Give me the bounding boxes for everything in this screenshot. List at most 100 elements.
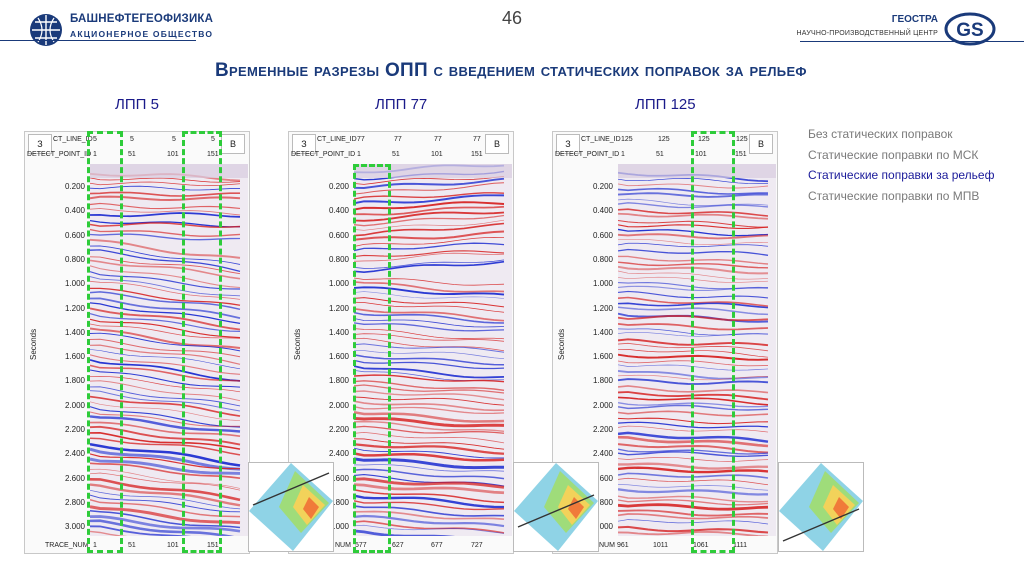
time-tick-label: 2.400 <box>592 449 613 459</box>
seismic-reflector <box>354 396 505 406</box>
seismic-reflector <box>90 415 241 433</box>
time-tick-label: 1.400 <box>64 327 85 337</box>
time-tick-label: 3.000 <box>328 522 349 532</box>
seismic-reflector <box>354 425 505 434</box>
time-tick-label: 0.800 <box>64 254 85 264</box>
detect-value: 151 <box>207 151 219 158</box>
statics-legend: Без статических поправок Статические поп… <box>808 124 994 206</box>
seismic-reflector <box>354 201 505 211</box>
seismic-reflector <box>354 420 505 433</box>
seismic-reflector <box>354 464 505 472</box>
seismic-reflector <box>90 207 241 216</box>
seismic-traces <box>354 164 512 536</box>
time-tick-label: 1.200 <box>592 303 613 313</box>
seismic-reflector <box>90 222 241 228</box>
map-profile-line <box>252 472 330 506</box>
corner-east: В <box>221 134 245 154</box>
time-tick-label: 0.800 <box>592 254 613 264</box>
detect-value: 151 <box>735 151 747 158</box>
axis-title-seconds: Seconds <box>557 328 566 360</box>
seismic-reflector <box>354 524 505 534</box>
seismic-reflector <box>90 280 241 300</box>
seismic-reflector <box>354 211 505 222</box>
trace-value: 151 <box>207 542 219 549</box>
time-tick-label: 0.200 <box>64 182 85 191</box>
time-tick-label: 2.000 <box>328 400 349 410</box>
seismic-reflector <box>90 349 241 370</box>
brand-right-subtitle: НАУЧНО-ПРОИЗВОДСТВЕННЫЙ ЦЕНТР <box>796 30 938 37</box>
time-tick-label: 1.600 <box>328 352 349 362</box>
time-tick-label: 3.000 <box>64 522 85 532</box>
time-tick-label: 2.800 <box>328 497 349 507</box>
detect-value: 51 <box>656 151 664 158</box>
seismic-reflector <box>354 354 505 366</box>
ct-value: 125 <box>621 136 633 143</box>
seismic-reflector <box>354 281 505 293</box>
header-divider-left <box>0 40 196 41</box>
ct-value: 125 <box>698 136 710 143</box>
map-relief-high <box>568 497 584 519</box>
legend-item-msk-statics[interactable]: Статические поправки по МСК <box>808 147 979 162</box>
time-tick-label: 0.600 <box>328 230 349 240</box>
detect-value: 1 <box>93 151 97 158</box>
seismic-reflector <box>90 219 241 228</box>
detect-value: 1 <box>621 151 625 158</box>
corner-east: В <box>485 134 509 154</box>
seismic-reflector <box>354 175 505 185</box>
detect-value: 51 <box>128 151 136 158</box>
ct-value: 77 <box>434 136 442 143</box>
seismic-reflector <box>354 297 505 308</box>
geostra-logo-text: GS <box>956 20 983 41</box>
seismic-reflector <box>90 530 128 536</box>
detect-value: 101 <box>431 151 443 158</box>
seismic-reflector <box>354 416 505 428</box>
seismic-reflector <box>354 350 505 360</box>
seismic-reflector <box>90 265 241 289</box>
seismic-reflector <box>354 443 505 455</box>
legend-item-no-statics[interactable]: Без статических поправок <box>808 127 953 141</box>
seismic-reflector <box>90 271 241 290</box>
seismic-reflector <box>354 365 505 379</box>
highlight-box-left <box>353 164 391 553</box>
time-tick-label: 1.600 <box>592 352 613 362</box>
seismic-reflector <box>90 228 241 237</box>
location-map-lpp5 <box>248 462 334 552</box>
seismic-reflector <box>354 260 505 274</box>
ct-value: 5 <box>211 136 215 143</box>
seismic-reflector <box>90 359 241 382</box>
seismic-reflector <box>354 230 505 241</box>
seismic-reflector <box>90 327 241 349</box>
seismic-section-lpp5: З В CT_LINE_ID DETECT_POINT_ID 5 5 5 5 1… <box>24 131 250 554</box>
seismic-reflector <box>354 333 505 342</box>
time-tick-label: 0.200 <box>592 182 613 191</box>
seismic-reflector <box>90 202 241 210</box>
trace-value: 1011 <box>653 542 669 549</box>
ct-value: 125 <box>736 136 748 143</box>
time-tick-label: 2.400 <box>64 449 85 459</box>
seismic-reflector <box>354 236 505 247</box>
seismic-reflector <box>90 344 241 365</box>
time-tick-label: 1.000 <box>592 279 613 289</box>
seismic-reflector <box>354 390 505 401</box>
seismic-reflector <box>90 249 241 273</box>
seismic-section-lpp125: З В CT_LINE_ID DETECT_POINT_ID 125 125 1… <box>552 131 778 554</box>
detect-point-label: DETECT_POINT_ID <box>555 151 620 158</box>
bashneftegeofizika-logo-icon <box>30 14 62 46</box>
trace-num-label: TRACE_NUM <box>45 542 89 549</box>
axis-title-seconds: Seconds <box>293 328 302 360</box>
seismic-reflector <box>90 406 241 428</box>
legend-item-relief-statics[interactable]: Статические поправки за рельеф <box>808 168 995 182</box>
seismic-reflector <box>354 483 505 495</box>
seismic-reflector <box>90 494 241 513</box>
seismic-reflector <box>354 457 504 470</box>
seismic-reflector <box>354 219 505 231</box>
time-tick-label: 1.800 <box>328 376 349 386</box>
trace-value: 1061 <box>693 542 709 549</box>
time-tick-label: 2.200 <box>328 425 349 434</box>
seismic-reflector <box>90 291 241 311</box>
seismic-reflector <box>354 337 505 352</box>
seismic-reflector <box>354 510 505 521</box>
seismic-reflector <box>90 468 241 489</box>
time-tick-label: 1.200 <box>64 303 85 313</box>
legend-item-mpv-statics[interactable]: Статические поправки по МПВ <box>808 188 980 203</box>
